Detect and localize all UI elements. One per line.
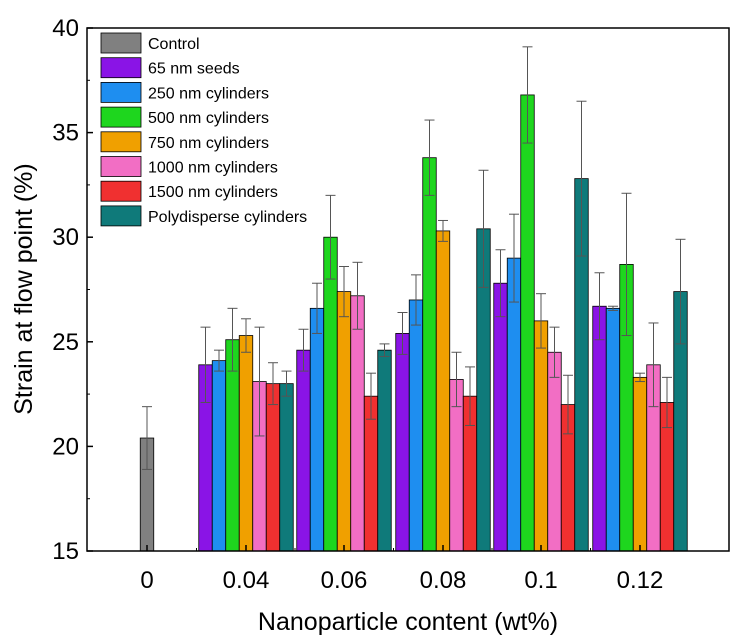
bar <box>533 320 549 552</box>
bar <box>211 360 227 552</box>
y-tick-label: 40 <box>52 15 79 42</box>
legend-label: Polydisperse cylinders <box>148 209 307 226</box>
bar <box>547 351 562 552</box>
bar <box>435 230 451 552</box>
bar <box>493 282 508 552</box>
error-bars-layer <box>142 46 686 470</box>
x-tick-label: 0 <box>140 567 153 594</box>
legend-label: 750 nm cylinders <box>148 135 269 152</box>
bar <box>605 307 621 552</box>
bar <box>238 335 254 552</box>
legend-swatch <box>100 156 142 177</box>
legend-label: 1500 nm cylinders <box>148 184 278 201</box>
bar <box>309 307 325 552</box>
bar <box>336 291 352 552</box>
legend-swatch <box>100 32 142 54</box>
bars-layer <box>139 94 688 552</box>
bar <box>265 383 281 552</box>
x-axis-title: Nanoparticle content (wt%) <box>258 608 558 636</box>
bar <box>520 94 535 552</box>
bar <box>422 157 437 552</box>
legend-label: 1000 nm cylinders <box>148 160 278 177</box>
legend-swatch <box>100 82 142 103</box>
legend-swatch <box>100 106 142 128</box>
legend-swatch <box>100 57 142 79</box>
bar <box>377 349 392 552</box>
y-tick-label: 25 <box>52 329 79 356</box>
legend-label: 250 nm cylinders <box>148 85 269 102</box>
bar <box>395 333 410 552</box>
x-tick-label: 0.1 <box>524 567 557 594</box>
bar <box>632 376 648 552</box>
bar <box>350 295 365 552</box>
x-tick-label: 0.06 <box>321 567 368 594</box>
y-tick-label: 35 <box>52 120 79 147</box>
bar <box>592 305 607 552</box>
legend-swatch <box>100 205 142 227</box>
y-tick-label: 30 <box>52 224 79 251</box>
y-axis: 15 20 25 30 35 40 <box>52 15 93 565</box>
legend-label: 65 nm seeds <box>148 61 240 78</box>
y-tick-label: 20 <box>52 433 79 460</box>
bar <box>408 299 424 552</box>
legend: Control 65 nm seeds 250 nm cylinders 500 nm… <box>100 32 307 227</box>
bar <box>323 236 338 552</box>
y-tick-label: 15 <box>52 538 79 565</box>
legend-label: 500 nm cylinders <box>148 110 269 127</box>
legend-swatch <box>100 180 142 202</box>
bar <box>296 349 311 552</box>
y-axis-title: Strain at flow point (%) <box>10 163 38 415</box>
x-axis: 0 0.04 0.06 0.08 0.1 0.12 <box>140 545 663 594</box>
legend-swatch <box>100 131 142 153</box>
x-tick-label: 0.04 <box>223 567 270 594</box>
x-tick-label: 0.08 <box>420 567 467 594</box>
x-tick-label: 0.12 <box>617 567 664 594</box>
bar <box>279 383 294 552</box>
legend-label: Control <box>148 36 200 53</box>
